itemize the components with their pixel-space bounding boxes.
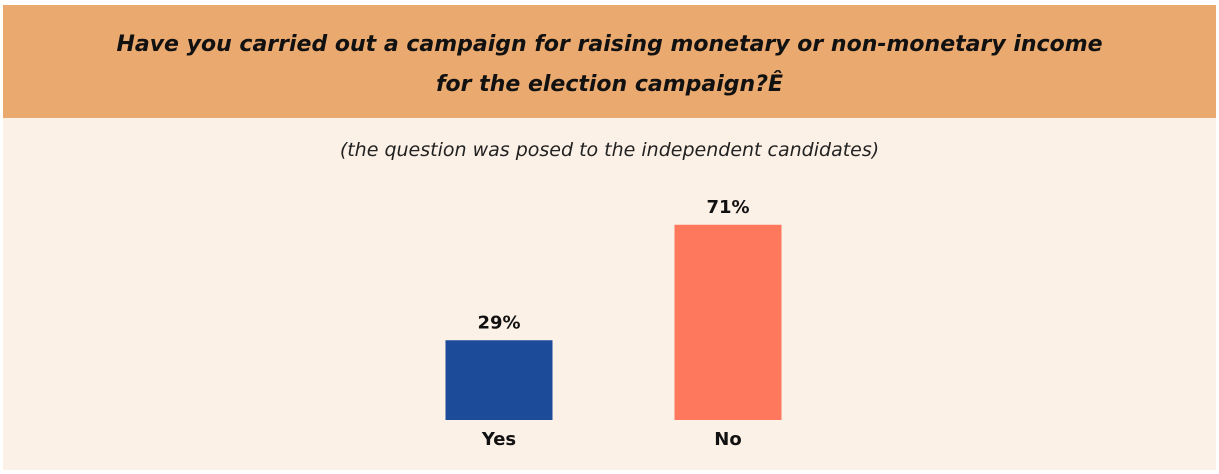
chart-title-line-1: Have you carried out a campaign for rais… (116, 32, 1103, 57)
category-label-yes: Yes (481, 429, 516, 450)
value-label-yes: 29% (477, 312, 520, 333)
category-label-no: No (714, 429, 741, 450)
chart-panel: Have you carried out a campaign for rais… (3, 5, 1216, 470)
value-label-no: 71% (706, 197, 749, 218)
bar-yes (445, 340, 553, 420)
chart-subtitle: (the question was posed to the independe… (339, 139, 880, 161)
chart-header: Have you carried out a campaign for rais… (3, 5, 1216, 118)
chart-title-line-2: for the election campaign?Ê (435, 72, 783, 97)
bar-no (674, 224, 782, 420)
